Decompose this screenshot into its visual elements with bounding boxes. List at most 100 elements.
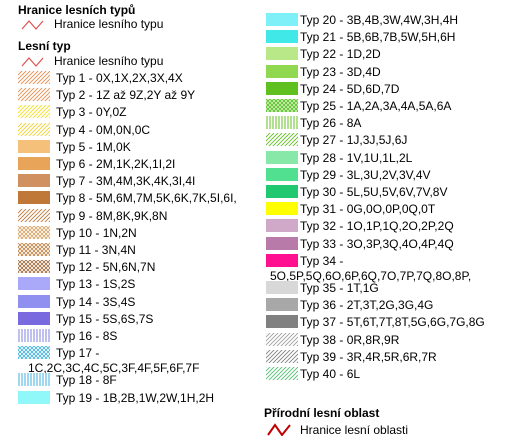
legend-row: Typ 28 - 1V,1U,1L,2L — [262, 150, 512, 165]
swatch-solid-icon — [266, 168, 298, 181]
boundary-label: Hranice lesního typu — [54, 17, 164, 31]
legend-row: Typ 14 - 3S,4S — [18, 294, 268, 309]
swatch-solid-icon — [266, 13, 298, 26]
legend-label: Typ 1 - 0X,1X,2X,3X,4X — [56, 71, 183, 85]
swatch-solid-icon — [266, 185, 298, 198]
legend-row: Typ 37 - 5T,6T,7T,8T,5G,6G,7G,8G — [262, 314, 512, 329]
swatch-diag-pattern-icon — [18, 88, 50, 101]
swatch-solid-icon — [18, 391, 50, 404]
legend-row: Typ 3 - 0Y,0Z — [18, 104, 268, 119]
legend-row: Typ 21 - 5B,6B,7B,5W,5H,6H — [262, 29, 512, 44]
legend-label: Typ 11 - 3N,4N — [56, 243, 136, 257]
legend-label: Typ 3 - 0Y,0Z — [56, 105, 127, 119]
legend-row: Typ 25 - 1A,2A,3A,4A,5A,6A — [262, 98, 512, 113]
legend-row: Typ 5 - 1M,0K — [18, 139, 268, 154]
legend-row: Typ 1 - 0X,1X,2X,3X,4X — [18, 70, 268, 85]
swatch-solid-icon — [266, 298, 298, 311]
swatch-cross-pattern-icon — [266, 99, 298, 112]
legend-label: Typ 2 - 1Z až 9Z,2Y až 9Y — [56, 88, 196, 102]
legend-row-boundary-2: Hranice lesního typu — [18, 54, 258, 68]
legend-label: Typ 19 - 1B,2B,1W,2W,1H,2H — [56, 391, 215, 405]
swatch-solid-icon — [266, 82, 298, 95]
swatch-diag-pattern-icon — [18, 123, 50, 136]
legend-row: Typ 17 -1C,2C,3C,4C,5C,3F,4F,5F,6F,7F — [18, 345, 268, 375]
legend-label-continuation: 5O,5P,5Q,6O,6P,6Q,7O,7P,7Q,8O,8P, — [270, 269, 472, 283]
swatch-diag-pattern-icon — [266, 133, 298, 146]
region-boundary-label: Hranice lesní oblasti — [300, 423, 409, 437]
legend-label: Typ 27 - 1J,3J,5J,6J — [300, 133, 408, 147]
legend-row: Typ 2 - 1Z až 9Z,2Y až 9Y — [18, 87, 268, 102]
legend-label: Typ 30 - 5L,5U,5V,6V,7V,8V — [300, 185, 448, 199]
swatch-cross-pattern-icon — [18, 346, 50, 359]
legend-row: Typ 12 - 5N,6N,7N — [18, 259, 268, 274]
legend-label: Typ 5 - 1M,0K — [56, 140, 131, 154]
heading-forest-type: Lesní typ — [18, 39, 71, 53]
boundary-label-2: Hranice lesního typu — [54, 54, 164, 68]
swatch-diag-pattern-icon — [18, 209, 50, 222]
legend-row: Typ 27 - 1J,3J,5J,6J — [262, 132, 512, 147]
legend-label: Typ 21 - 5B,6B,7B,5W,5H,6H — [300, 30, 456, 44]
legend-row: Typ 35 - 1T,1G — [262, 280, 512, 295]
swatch-diag-pattern-icon — [18, 71, 50, 84]
legend-row: Typ 18 - 8F — [18, 372, 268, 387]
swatch-solid-icon — [266, 30, 298, 43]
swatch-solid-icon — [266, 237, 298, 250]
legend-row: Typ 13 - 1S,2S — [18, 276, 268, 291]
swatch-solid-icon — [18, 312, 50, 325]
legend-label-continuation: 1C,2C,3C,4C,5C,3F,4F,5F,6F,7F — [28, 361, 200, 375]
legend-label: Typ 37 - 5T,6T,7T,8T,5G,6G,7G,8G — [300, 315, 485, 329]
legend-label: Typ 35 - 1T,1G — [300, 281, 379, 295]
swatch-solid-icon — [266, 219, 298, 232]
legend-label: Typ 8 - 5M,6M,7M,5K,6K,7K,5I,6I, — [56, 191, 237, 205]
legend-row: Typ 34 -5O,5P,5Q,6O,6P,6Q,7O,7P,7Q,8O,8P… — [262, 253, 512, 283]
legend-label: Typ 26 - 8A — [300, 116, 362, 130]
legend-row: Typ 39 - 3R,4R,5R,6R,7R — [262, 349, 512, 364]
legend-row: Typ 16 - 8S — [18, 328, 268, 343]
legend-label: Typ 32 - 1O,1P,1Q,2O,2P,2Q — [300, 219, 454, 233]
swatch-solid-icon — [266, 281, 298, 294]
swatch-solid-icon — [18, 277, 50, 290]
legend-label: Typ 31 - 0G,0O,0P,0Q,0T — [300, 202, 436, 216]
swatch-diag-pattern-icon — [266, 333, 298, 346]
legend-row: Typ 30 - 5L,5U,5V,6V,7V,8V — [262, 184, 512, 199]
swatch-solid-icon — [266, 65, 298, 78]
legend-label: Typ 14 - 3S,4S — [56, 295, 136, 309]
swatch-vert-pattern-icon — [18, 329, 50, 342]
legend-label: Typ 39 - 3R,4R,5R,6R,7R — [300, 350, 437, 364]
legend-label: Typ 36 - 2T,3T,2G,3G,4G — [300, 298, 434, 312]
legend-label: Typ 38 - 0R,8R,9R — [300, 333, 400, 347]
swatch-solid-icon — [18, 295, 50, 308]
swatch-solid-icon — [18, 140, 50, 153]
zigzag-line-icon — [266, 423, 298, 436]
swatch-cross-pattern-icon — [18, 260, 50, 273]
legend-label: Typ 17 - — [56, 346, 100, 360]
legend-label: Typ 22 - 1D,2D — [300, 47, 381, 61]
legend-row: Typ 23 - 3D,4D — [262, 64, 512, 79]
swatch-solid-icon — [18, 157, 50, 170]
legend-row-region-boundary: Hranice lesní oblasti — [262, 422, 512, 438]
legend-label: Typ 18 - 8F — [56, 373, 117, 387]
swatch-solid-icon — [266, 315, 298, 328]
swatch-vert-pattern-icon — [18, 373, 50, 386]
legend-row: Typ 9 - 8M,8K,9K,8N — [18, 208, 268, 223]
legend-row: Typ 15 - 5S,6S,7S — [18, 311, 268, 326]
legend-label: Typ 7 - 3M,4M,3K,4K,3I,4I — [56, 174, 196, 188]
swatch-solid-icon — [266, 151, 298, 164]
legend-label: Typ 4 - 0M,0N,0C — [56, 123, 151, 137]
swatch-cross-pattern-icon — [18, 226, 50, 239]
legend-label: Typ 16 - 8S — [56, 329, 118, 343]
swatch-solid-icon — [266, 47, 298, 60]
legend-row: Typ 22 - 1D,2D — [262, 46, 512, 61]
swatch-diag-pattern-icon — [266, 350, 298, 363]
legend-label: Typ 24 - 5D,6D,7D — [300, 82, 400, 96]
legend-row: Typ 7 - 3M,4M,3K,4K,3I,4I — [18, 173, 268, 188]
legend-label: Typ 28 - 1V,1U,1L,2L — [300, 151, 413, 165]
legend-row: Typ 38 - 0R,8R,9R — [262, 332, 512, 347]
legend-row: Typ 33 - 3O,3P,3Q,4O,4P,4Q — [262, 236, 512, 251]
legend-label: Typ 34 - — [300, 254, 344, 268]
legend-label: Typ 15 - 5S,6S,7S — [56, 312, 154, 326]
swatch-solid-icon — [266, 254, 298, 267]
legend-row: Typ 26 - 8A — [262, 115, 512, 130]
legend-label: Typ 13 - 1S,2S — [56, 277, 136, 291]
swatch-vert-pattern-icon — [266, 116, 298, 129]
